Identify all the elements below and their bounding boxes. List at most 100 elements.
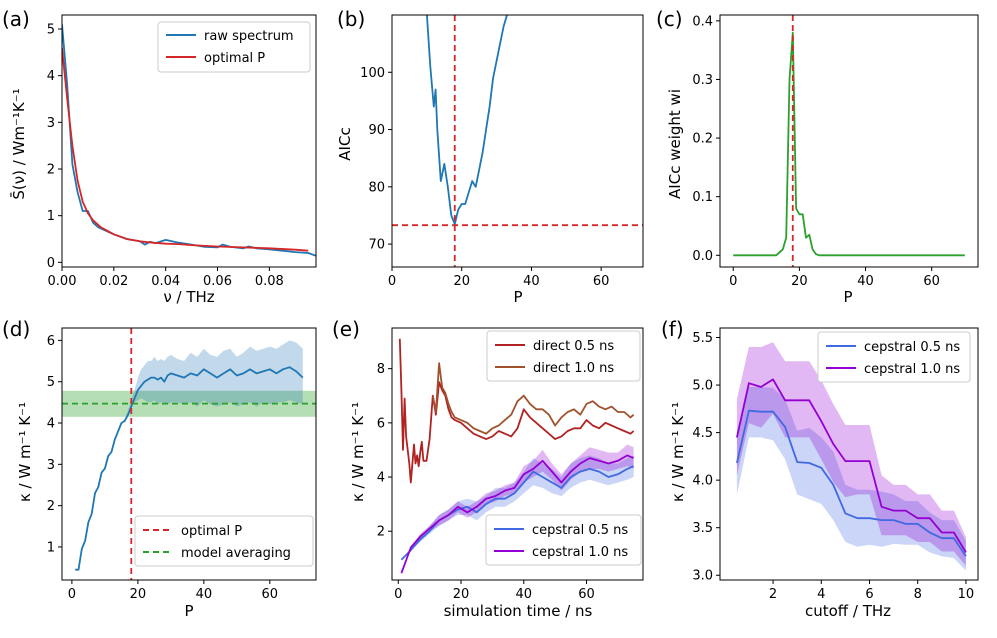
panel-a: (a) 0.00 0.02 0.04 0.06 0.08 0 1 2 3 4 5 ν / THz S… bbox=[2, 7, 317, 306]
series-line-a-1 bbox=[62, 47, 309, 252]
panel-e-plot: 0 20 40 60 2 4 6 8 bbox=[377, 327, 644, 602]
xtick-label-d: 20 bbox=[130, 587, 147, 602]
xtick-label-a: 0.04 bbox=[151, 274, 180, 289]
legend-model-averaging: model averaging bbox=[181, 546, 291, 561]
axes-frame-d bbox=[61, 327, 317, 581]
panel-f-plot: 2 4 6 8 10 3.0 3.5 4.0 4.5 5.0 5.5 bbox=[692, 327, 979, 602]
xtick-label-e: 20 bbox=[453, 587, 470, 602]
panel-a-plot: 0.00 0.02 0.04 0.06 0.08 0 1 2 3 4 5 bbox=[47, 14, 317, 289]
axes-frame-c bbox=[719, 14, 979, 268]
ytick-label-d: 3 bbox=[47, 458, 55, 473]
xtick-label-e: 40 bbox=[516, 587, 533, 602]
panel-e-legend-top: direct 0.5 ns direct 1.0 ns bbox=[486, 330, 641, 382]
legend-optimal-p: optimal P bbox=[204, 51, 265, 66]
ytick-label-c: 0.0 bbox=[692, 249, 713, 264]
panel-e-letter: (e) bbox=[332, 317, 360, 341]
xtick-label-d: 40 bbox=[196, 587, 213, 602]
ytick-label-d: 6 bbox=[47, 334, 55, 349]
xtick-label-e: 60 bbox=[578, 587, 595, 602]
xtick-label-b: 60 bbox=[593, 274, 610, 289]
ytick-label-a: 3 bbox=[47, 116, 55, 131]
panel-a-ylabel: S̄(ν) / Wm⁻¹K⁻¹ bbox=[9, 88, 28, 199]
panel-d-legend: optimal P model averaging bbox=[134, 515, 314, 567]
series-line-f-1 bbox=[736, 378, 967, 553]
xtick-label-a: 0.00 bbox=[48, 274, 77, 289]
xtick-label-a: 0.08 bbox=[255, 274, 284, 289]
legend-direct-10: direct 1.0 ns bbox=[533, 361, 614, 376]
series-line-f-0 bbox=[736, 409, 967, 557]
legend-cepstral-05: cepstral 0.5 ns bbox=[532, 523, 628, 538]
panel-e-legend-bottom: cepstral 0.5 ns cepstral 1.0 ns bbox=[485, 514, 642, 566]
xtick-label-c: 60 bbox=[923, 274, 940, 289]
xtick-label-f: 4 bbox=[817, 587, 825, 602]
xtick-label-e: 0 bbox=[394, 587, 402, 602]
panel-a-legend: raw spectrum optimal P bbox=[157, 21, 311, 73]
plot-area-b bbox=[392, 15, 643, 267]
panel-f-legend: cepstral 0.5 ns cepstral 1.0 ns bbox=[817, 331, 971, 383]
ytick-label-c: 0.4 bbox=[692, 14, 713, 29]
ytick-label-a: 2 bbox=[47, 163, 55, 178]
ytick-label-b: 70 bbox=[368, 238, 385, 253]
plot-area-d bbox=[62, 328, 316, 580]
panel-b-ylabel: AICc bbox=[336, 127, 354, 160]
legend-cepstral-10: cepstral 1.0 ns bbox=[864, 362, 960, 377]
ytick-label-f: 4.5 bbox=[692, 426, 713, 441]
panel-a-xlabel: ν / THz bbox=[163, 288, 214, 306]
plot-area-a bbox=[62, 24, 316, 257]
ytick-label-a: 5 bbox=[47, 23, 55, 38]
band-e-3 bbox=[401, 444, 634, 574]
ytick-label-a: 1 bbox=[47, 209, 55, 224]
xtick-label-c: 0 bbox=[729, 274, 737, 289]
ytick-label-b: 100 bbox=[360, 66, 385, 81]
plot-area-c bbox=[733, 15, 965, 267]
xtick-label-f: 6 bbox=[865, 587, 873, 602]
ytick-label-a: 4 bbox=[47, 69, 55, 84]
series-line-e-1 bbox=[431, 362, 635, 435]
xtick-label-d: 0 bbox=[68, 587, 76, 602]
panel-b-xlabel: P bbox=[513, 288, 522, 306]
ytick-label-f: 4.0 bbox=[692, 474, 713, 489]
xtick-label-f: 8 bbox=[914, 587, 922, 602]
ytick-label-e: 2 bbox=[377, 525, 385, 540]
series-line-d-0 bbox=[75, 366, 304, 571]
panel-c-xlabel: P bbox=[843, 288, 852, 306]
legend-raw-spectrum: raw spectrum bbox=[204, 29, 294, 44]
ytick-label-f: 5.0 bbox=[692, 379, 713, 394]
series-line-c-0 bbox=[733, 31, 965, 257]
xtick-label-c: 40 bbox=[857, 274, 874, 289]
panel-c: (c) 0 20 40 60 0.0 0.1 0.2 0.3 0.4 P AICc weight… bbox=[656, 7, 979, 306]
ytick-label-e: 8 bbox=[377, 362, 385, 377]
panel-b-letter: (b) bbox=[337, 7, 365, 31]
axes-frame-b bbox=[391, 14, 644, 268]
legend-direct-05: direct 0.5 ns bbox=[533, 339, 614, 354]
ytick-label-c: 0.3 bbox=[692, 73, 713, 88]
panel-d-letter: (d) bbox=[2, 317, 30, 341]
panel-d-xlabel: P bbox=[184, 602, 193, 620]
panel-e-xlabel: simulation time / ns bbox=[444, 602, 593, 620]
ytick-label-f: 3.0 bbox=[692, 569, 713, 584]
panel-b-plot: 0 20 40 60 70 80 90 100 bbox=[360, 14, 644, 289]
panel-f-xlabel: cutoff / THz bbox=[805, 602, 891, 620]
ytick-label-b: 80 bbox=[368, 180, 385, 195]
xtick-label-a: 0.02 bbox=[99, 274, 128, 289]
panel-f-ylabel: κ / W m⁻¹ K⁻¹ bbox=[669, 402, 687, 502]
xtick-label-d: 60 bbox=[262, 587, 279, 602]
panel-e: (e) 0 20 40 60 2 4 6 8 simulation time / ns κ /… bbox=[332, 317, 644, 620]
ytick-label-d: 2 bbox=[47, 499, 55, 514]
panel-a-letter: (a) bbox=[2, 7, 30, 31]
panel-c-letter: (c) bbox=[656, 7, 683, 31]
legend-cepstral-05: cepstral 0.5 ns bbox=[864, 340, 960, 355]
xtick-label-b: 0 bbox=[388, 274, 396, 289]
series-line-e-0 bbox=[398, 338, 635, 484]
panel-b: (b) 0 20 40 60 70 80 90 100 P AICc bbox=[336, 7, 644, 306]
ytick-label-b: 90 bbox=[368, 123, 385, 138]
legend-cepstral-10: cepstral 1.0 ns bbox=[532, 545, 628, 560]
xtick-label-a: 0.06 bbox=[203, 274, 232, 289]
panel-d-plot: 0 20 40 60 1 2 3 4 5 6 bbox=[47, 327, 317, 602]
panel-c-ylabel: AICc weight wi bbox=[666, 89, 684, 199]
xtick-label-f: 10 bbox=[958, 587, 975, 602]
panel-f: (f) 2 4 6 8 10 3.0 3.5 4.0 4.5 5.0 5.5 cutoff / TH… bbox=[661, 317, 979, 620]
ytick-label-d: 1 bbox=[47, 540, 55, 555]
ytick-label-d: 5 bbox=[47, 375, 55, 390]
